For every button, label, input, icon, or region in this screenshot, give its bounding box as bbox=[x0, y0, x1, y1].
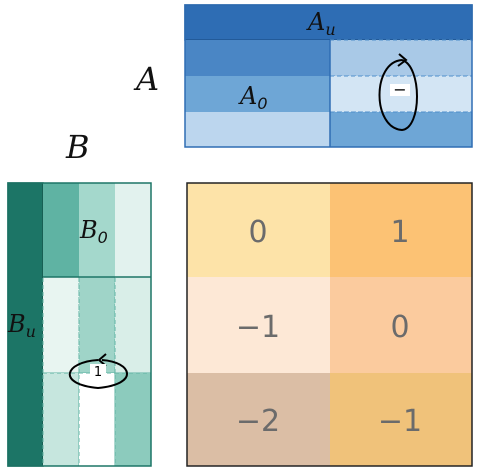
A-rot-band-1 bbox=[329, 39, 473, 77]
B-rot-cell-1 bbox=[42, 276, 80, 374]
A-title: A bbox=[133, 60, 159, 98]
A-frame bbox=[184, 4, 473, 148]
B-0-stripe-2 bbox=[79, 183, 115, 277]
grid-value-r3c2: −1 bbox=[378, 404, 422, 439]
grid-cell-r2c2 bbox=[330, 277, 472, 373]
grid-cell-r3c2 bbox=[330, 373, 472, 466]
B-frame bbox=[7, 182, 152, 467]
B-0-stripe-3 bbox=[115, 183, 151, 277]
A-0-band-1 bbox=[185, 40, 330, 76]
B-rot-cell-2 bbox=[78, 276, 116, 374]
matrix-A: Au A0 − A bbox=[133, 4, 473, 148]
B-rotation-sign-box bbox=[90, 364, 106, 378]
B-title: B bbox=[65, 128, 90, 166]
A-u-label: Au bbox=[306, 8, 336, 39]
grid-cell-r3c1 bbox=[187, 373, 330, 466]
A-0-band-3 bbox=[185, 112, 330, 147]
B-rot-cell-4 bbox=[42, 372, 80, 467]
grid-value-r2c2: 0 bbox=[390, 310, 409, 345]
A-rotation-arrow-icon: − bbox=[378, 53, 418, 132]
grid-cell-r1c1 bbox=[187, 183, 330, 277]
B-rotation-sign: 1 bbox=[94, 365, 102, 380]
B-rot-cell-6 bbox=[114, 372, 152, 467]
B-0-label: B0 bbox=[79, 216, 108, 247]
A-rotation-sign-box bbox=[390, 84, 410, 96]
A-rotation-sign: − bbox=[393, 80, 406, 99]
B-rot-cell-3 bbox=[114, 276, 152, 374]
matrix-B: B B0 Bu 1 bbox=[7, 128, 152, 467]
grid-value-r2c1: −1 bbox=[236, 310, 280, 345]
A-0-band-2 bbox=[185, 76, 330, 112]
grid-cell-r2c1 bbox=[187, 277, 330, 373]
grid-cell-r1c2 bbox=[330, 183, 472, 277]
grid-value-r3c1: −2 bbox=[236, 404, 280, 439]
result-grid: 0 1 −1 0 −2 −1 bbox=[186, 182, 473, 467]
B-u-label: Bu bbox=[7, 310, 36, 341]
grid-value-r1c1: 0 bbox=[248, 215, 267, 250]
grid-value-r1c2: 1 bbox=[390, 215, 409, 250]
grid-frame bbox=[186, 182, 473, 467]
A-0-label: A0 bbox=[238, 82, 268, 113]
B-0-stripe-1 bbox=[43, 183, 79, 277]
B-rotation-arrow-icon: 1 bbox=[68, 353, 128, 390]
